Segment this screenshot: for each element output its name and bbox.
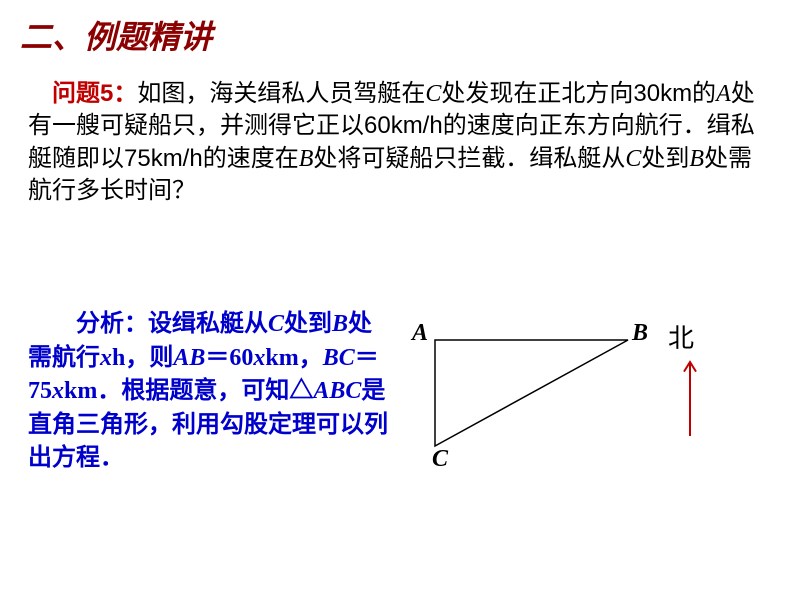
analysis-text-4: h，则 [112, 345, 173, 371]
problem-block: 问题5：如图，海关缉私人员驾艇在C处发现在正北方向30km的A处有一艘可疑船只，… [28, 78, 768, 208]
var-x-2: x [253, 345, 265, 371]
var-AB: AB [173, 345, 205, 371]
problem-label: 问题5： [52, 80, 137, 107]
problem-text-2: 处发现在正北方向30km的 [441, 80, 716, 107]
analysis-text-8: km．根据题意，可知△ [64, 378, 313, 404]
north-arrow-icon [682, 358, 702, 443]
var-C-3: C [268, 311, 284, 337]
diagram-area: A B C 北 [410, 318, 760, 498]
var-BC: BC [323, 345, 355, 371]
var-B-3: B [332, 311, 348, 337]
var-B-1: B [299, 146, 314, 172]
var-C-1: C [425, 81, 441, 107]
problem-text-4: 处将可疑船只拦截．缉私艇从 [313, 145, 625, 172]
var-B-2: B [689, 146, 704, 172]
triangle-diagram [410, 328, 650, 468]
var-x-3: x [52, 378, 64, 404]
analysis-text-5: ＝60 [205, 345, 253, 371]
problem-text-1: 如图，海关缉私人员驾艇在 [137, 80, 425, 107]
var-A-1: A [716, 81, 731, 107]
var-x-1: x [100, 345, 112, 371]
problem-text-5: 处到 [641, 145, 689, 172]
analysis-block: 分析：设缉私艇从C处到B处需航行xh，则AB＝60xkm，BC＝75xkm．根据… [28, 308, 388, 476]
analysis-label: 分析： [76, 311, 148, 337]
section-title: 二、例题精讲 [20, 12, 212, 58]
north-label: 北 [668, 318, 694, 355]
var-C-2: C [625, 146, 641, 172]
analysis-text-1: 设缉私艇从 [148, 311, 268, 337]
analysis-text-6: km， [265, 345, 322, 371]
analysis-text-2: 处到 [284, 311, 332, 337]
var-ABC: ABC [313, 378, 361, 404]
